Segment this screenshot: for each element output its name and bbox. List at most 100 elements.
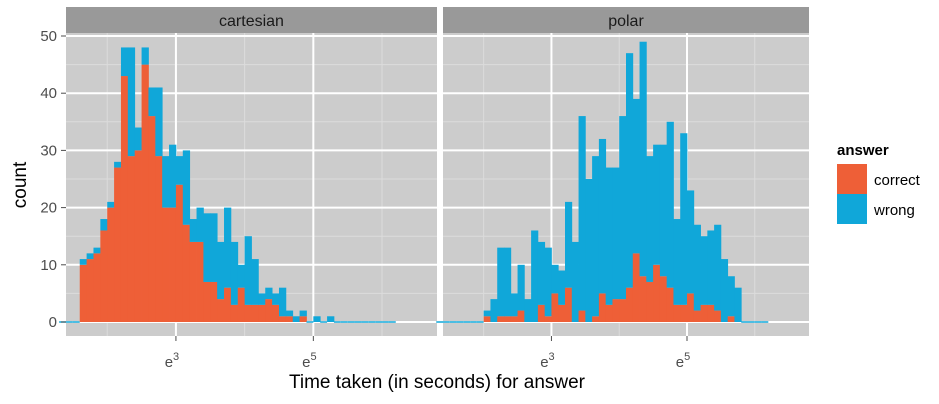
bar-correct	[544, 316, 552, 322]
bar-wrong	[632, 98, 640, 254]
y-tick-label: 30	[40, 142, 57, 159]
bar-wrong	[251, 259, 259, 305]
bar-correct	[93, 253, 101, 322]
bar-wrong	[544, 247, 552, 317]
bar-wrong	[182, 150, 191, 225]
bar-correct	[673, 304, 681, 322]
bar-wrong	[224, 207, 232, 288]
bar-correct	[265, 299, 273, 322]
bar-wrong	[79, 259, 88, 265]
legend-title: answer	[837, 142, 889, 159]
bar-correct	[107, 207, 115, 322]
bar-wrong	[524, 299, 532, 322]
bar-correct	[727, 316, 735, 322]
y-tick-label: 50	[40, 28, 57, 45]
bar-correct	[175, 184, 184, 322]
y-tick-label: 40	[40, 85, 57, 102]
bar-correct	[162, 207, 170, 322]
bar-correct	[210, 281, 218, 322]
bar-wrong	[531, 230, 539, 322]
bar-wrong	[537, 241, 546, 305]
bar-wrong	[292, 316, 300, 322]
bar-wrong	[565, 201, 573, 288]
bar-correct	[626, 287, 634, 322]
bar-correct	[666, 287, 674, 322]
bar-correct	[285, 316, 294, 322]
bar-wrong	[578, 116, 586, 311]
bar-correct	[707, 304, 715, 322]
bar-wrong	[278, 287, 287, 317]
bar-correct	[251, 304, 259, 322]
bar-wrong	[120, 47, 129, 77]
bar-wrong	[517, 264, 525, 311]
legend-label-wrong: wrong	[873, 202, 915, 219]
bar-wrong	[155, 87, 163, 157]
bar-wrong	[313, 316, 321, 322]
bar-wrong	[612, 167, 620, 300]
bar-wrong	[673, 219, 681, 305]
bar-wrong	[327, 316, 335, 322]
bar-wrong	[217, 241, 225, 300]
bar-wrong	[639, 41, 647, 277]
y-tick-label: 20	[40, 200, 57, 217]
facet-strip	[443, 7, 809, 33]
bar-wrong	[100, 219, 108, 231]
bar-correct	[278, 316, 287, 322]
bar-correct	[148, 116, 156, 322]
bar-correct	[127, 156, 136, 322]
y-axis-title: count	[10, 161, 31, 208]
bar-correct	[196, 241, 204, 322]
bar-wrong	[510, 293, 518, 317]
bar-wrong	[666, 121, 674, 288]
bar-correct	[598, 293, 607, 322]
bar-wrong	[598, 138, 607, 294]
bar-wrong	[258, 293, 266, 305]
bar-correct	[299, 316, 307, 322]
bar-wrong	[114, 161, 122, 168]
bar-wrong	[86, 253, 94, 260]
bar-wrong	[626, 53, 634, 288]
bar-correct	[605, 304, 613, 322]
bar-correct	[714, 310, 722, 322]
bar-wrong	[551, 264, 559, 294]
bar-correct	[203, 281, 211, 322]
bar-correct	[134, 150, 142, 322]
bar-wrong	[585, 179, 593, 322]
bar-wrong	[148, 87, 156, 117]
bar-wrong	[653, 144, 661, 265]
bar-correct	[551, 293, 559, 322]
bar-correct	[612, 299, 620, 322]
y-axis: 0 10 20 30 40 50	[40, 28, 66, 331]
bar-correct	[537, 304, 546, 322]
legend-key-wrong	[837, 194, 867, 224]
bar-wrong	[127, 47, 136, 157]
bar-wrong	[203, 213, 211, 282]
bar-correct	[700, 304, 708, 322]
bar-correct	[182, 224, 191, 322]
bar-correct	[217, 299, 225, 322]
x-axis-title: Time taken (in seconds) for answer	[289, 372, 586, 393]
legend-label-correct: correct	[874, 172, 921, 189]
y-tick-label: 0	[49, 314, 57, 331]
bar-correct	[79, 264, 88, 322]
bar-correct	[639, 276, 647, 322]
bar-wrong	[141, 47, 149, 65]
bar-wrong	[720, 259, 729, 322]
bar-wrong	[107, 201, 115, 208]
legend: answer correct wrong	[837, 142, 921, 224]
bar-correct	[578, 310, 586, 322]
bar-correct	[558, 304, 566, 322]
bar-correct	[659, 276, 668, 322]
bar-correct	[141, 64, 149, 322]
facet-strip	[66, 7, 437, 33]
bar-correct	[169, 207, 177, 322]
bar-wrong	[299, 310, 307, 317]
bar-correct	[483, 316, 491, 322]
bar-wrong	[285, 310, 294, 317]
bar-wrong	[483, 310, 491, 317]
bar-wrong	[272, 293, 280, 305]
facet-strip-label: cartesian	[219, 13, 284, 30]
bar-wrong	[169, 144, 177, 208]
bar-wrong	[619, 116, 627, 300]
bar-correct	[619, 299, 627, 322]
